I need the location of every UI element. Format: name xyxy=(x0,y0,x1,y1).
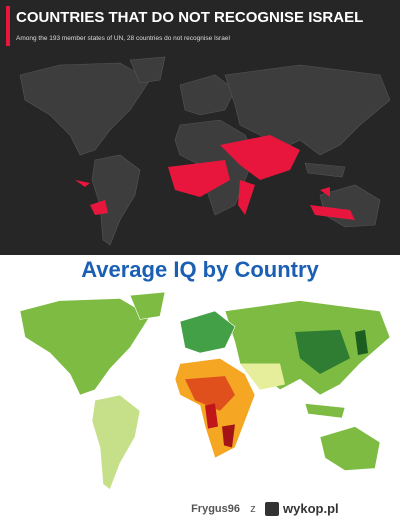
footer-user: Frygus96 xyxy=(191,503,240,515)
footer xyxy=(0,500,400,519)
footer-preposition: z xyxy=(250,503,256,515)
footer-site: wykop.pl xyxy=(282,501,339,516)
highlighted-countries xyxy=(75,135,355,220)
accent-bar xyxy=(6,6,10,46)
top-title: COUNTRIES THAT DO NOT RECOGNISE ISRAEL xyxy=(16,9,363,26)
top-subtitle: Among the 193 member states of UN, 28 co… xyxy=(16,35,230,42)
wykop-logo xyxy=(265,502,279,516)
world-map-iq xyxy=(19,291,391,491)
bottom-title: Average IQ by Country xyxy=(81,257,319,282)
world-map-dark xyxy=(19,56,391,246)
